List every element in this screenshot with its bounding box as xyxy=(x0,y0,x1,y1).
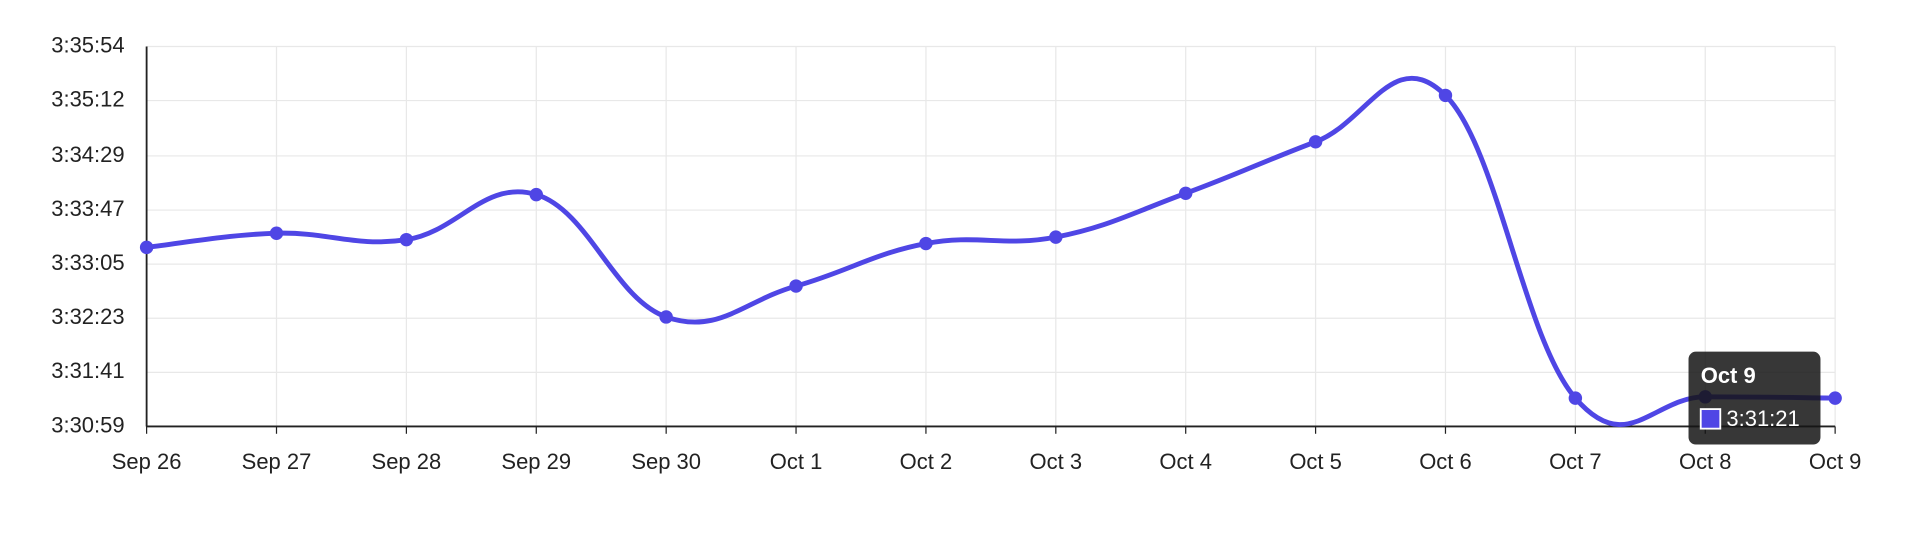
point xyxy=(1308,135,1323,149)
x-tick-label: Sep 26 xyxy=(112,449,182,474)
point xyxy=(1438,88,1453,103)
point xyxy=(529,187,543,202)
x-tick-label: Oct 1 xyxy=(770,449,823,474)
x-tick-label: Sep 30 xyxy=(631,449,701,474)
tooltip-box xyxy=(1688,351,1821,445)
tooltip: Oct 9 3:31:21 xyxy=(1688,351,1821,445)
line xyxy=(146,75,1836,427)
y-tick-label: 3:35:54 xyxy=(51,32,124,57)
x-tick-label: Oct 2 xyxy=(900,449,953,474)
x-tick-label: Oct 6 xyxy=(1419,449,1472,474)
point xyxy=(269,226,284,240)
point xyxy=(1049,230,1063,244)
point xyxy=(919,236,933,251)
point xyxy=(659,310,673,324)
point xyxy=(139,240,154,255)
x-tick-label: Sep 28 xyxy=(372,449,442,474)
point xyxy=(789,279,803,293)
point xyxy=(399,232,414,247)
x-tick-label: Oct 8 xyxy=(1679,449,1732,474)
x-tick-label: Sep 29 xyxy=(501,449,571,474)
point xyxy=(1568,391,1583,405)
point xyxy=(1178,186,1193,201)
point xyxy=(1828,391,1842,405)
tooltip-value: 3:31:21 xyxy=(1726,406,1799,431)
x-tick-label: Oct 7 xyxy=(1549,449,1602,474)
x-tick-label: Oct 3 xyxy=(1030,449,1083,474)
y-tick-label: 3:34:29 xyxy=(51,142,124,167)
y-tick-label: 3:30:59 xyxy=(51,412,124,437)
x-tick-label: Oct 4 xyxy=(1159,449,1212,474)
y-tick-label: 3:33:47 xyxy=(51,196,124,221)
tooltip-swatch xyxy=(1699,408,1722,430)
x-tick-label: Oct 5 xyxy=(1289,449,1342,474)
x-tick-label: Sep 27 xyxy=(242,449,312,474)
x-tick-label: Oct 9 xyxy=(1809,449,1862,474)
y-tick-label: 3:33:05 xyxy=(51,250,124,275)
tooltip-title: Oct 9 xyxy=(1701,363,1756,388)
y-tick-label: 3:31:41 xyxy=(51,358,124,383)
y-tick-label: 3:35:12 xyxy=(51,86,124,111)
y-tick-label: 3:32:23 xyxy=(51,304,124,329)
